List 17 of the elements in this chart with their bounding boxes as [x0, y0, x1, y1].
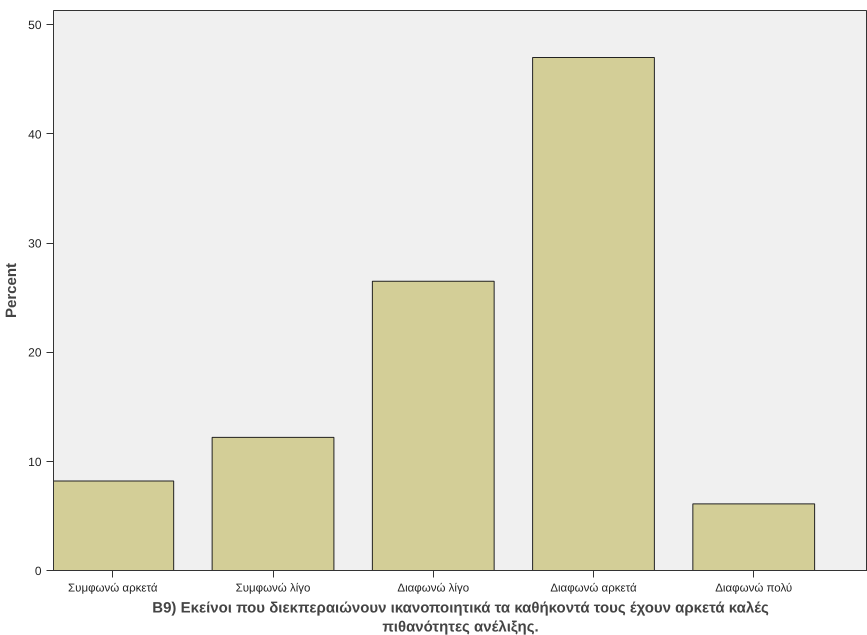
y-axis-title: Percent [3, 262, 20, 318]
x-tick-label: Συμφωνώ λίγο [236, 582, 310, 594]
x-tick-label: Συμφωνώ αρκετά [68, 582, 158, 594]
y-tick-label: 10 [28, 454, 42, 469]
y-tick-label: 50 [28, 18, 42, 32]
x-tick-label: Διαφωνώ πολύ [715, 582, 792, 594]
y-tick-label: 20 [28, 346, 42, 360]
bar [692, 503, 816, 570]
y-tick-label: 40 [28, 127, 42, 142]
x-axis-title: B9) Εκείνοι που διεκπεραιώνουν ικανοποιητικά τα καθήκοντά τους έχουν αρκετά καλές πιθανότητες ανέλιξης. [152, 600, 769, 635]
x-tick-label: Διαφωνώ λίγο [397, 582, 470, 594]
x-tick-label: Διαφωνώ αρκετά [550, 582, 638, 594]
bar [532, 56, 655, 570]
bar [212, 436, 334, 570]
y-tick-label: 30 [28, 236, 42, 251]
y-tick-label: 0 [34, 564, 42, 578]
bar [372, 280, 495, 570]
